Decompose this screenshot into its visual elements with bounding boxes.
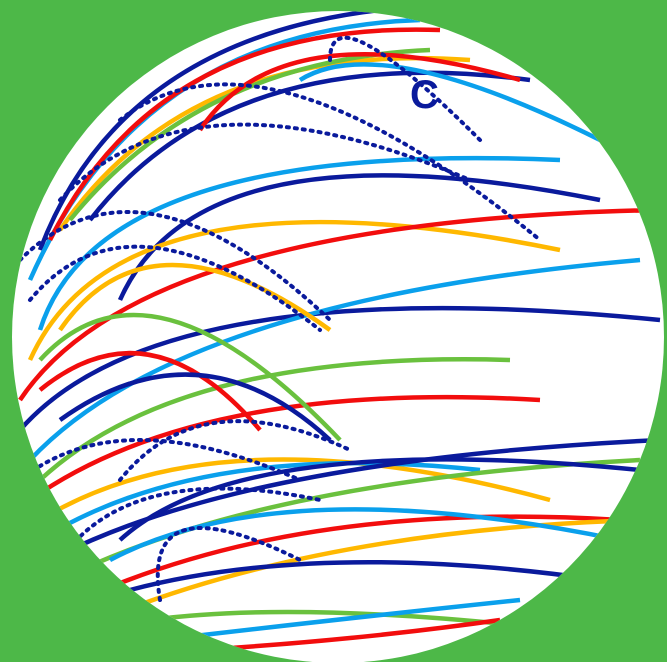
globe-arc-yellow: [99, 517, 641, 623]
globe-arc-navy: [117, 173, 601, 301]
globe-arc-sky: [108, 507, 621, 562]
globe-arc-navy-dotted: [18, 438, 302, 482]
globe-arc-sky: [298, 62, 602, 143]
globe-arc-sky: [37, 155, 561, 331]
globe-arcs: [18, 11, 661, 653]
globe-arc-navy-dotted: [58, 122, 472, 202]
globe-arc-navy-dotted: [58, 486, 322, 562]
globe-letter-c: C: [410, 73, 439, 117]
globe-arc-red: [79, 514, 621, 603]
globe-arc-navy-dotted: [155, 526, 302, 602]
globe-arc-navy: [118, 457, 641, 542]
globe-arc-navy-dotted: [18, 210, 332, 322]
globe-arc-red: [18, 207, 661, 402]
globe-arc-yellow: [38, 457, 551, 522]
globe-arc-red: [38, 350, 262, 432]
globe-arc-navy: [18, 305, 661, 432]
globe-arc-green: [38, 312, 342, 442]
globe-arc-red: [47, 27, 441, 242]
globe-arc-sky: [28, 257, 641, 462]
globe-arc-sky: [159, 597, 521, 643]
globe-arc-navy-dotted: [328, 35, 482, 142]
globe-arc-red: [199, 617, 501, 653]
globe-arc-navy-dotted: [118, 419, 352, 482]
globe-arc-navy-dotted: [118, 82, 542, 242]
globe-sphere: [12, 11, 664, 662]
globe-arc-yellow: [58, 262, 332, 332]
globe-arc-yellow: [58, 55, 471, 232]
globe-arc-navy-dotted: [28, 244, 322, 332]
globe-arc-red: [198, 52, 521, 132]
globe-arc-red: [28, 394, 541, 502]
globe-arc-yellow: [27, 219, 561, 361]
globe-arc-navy: [88, 70, 531, 222]
globe-arc-navy: [48, 437, 661, 562]
globe-arc-navy: [58, 372, 332, 442]
globe-arc-navy: [129, 559, 601, 593]
